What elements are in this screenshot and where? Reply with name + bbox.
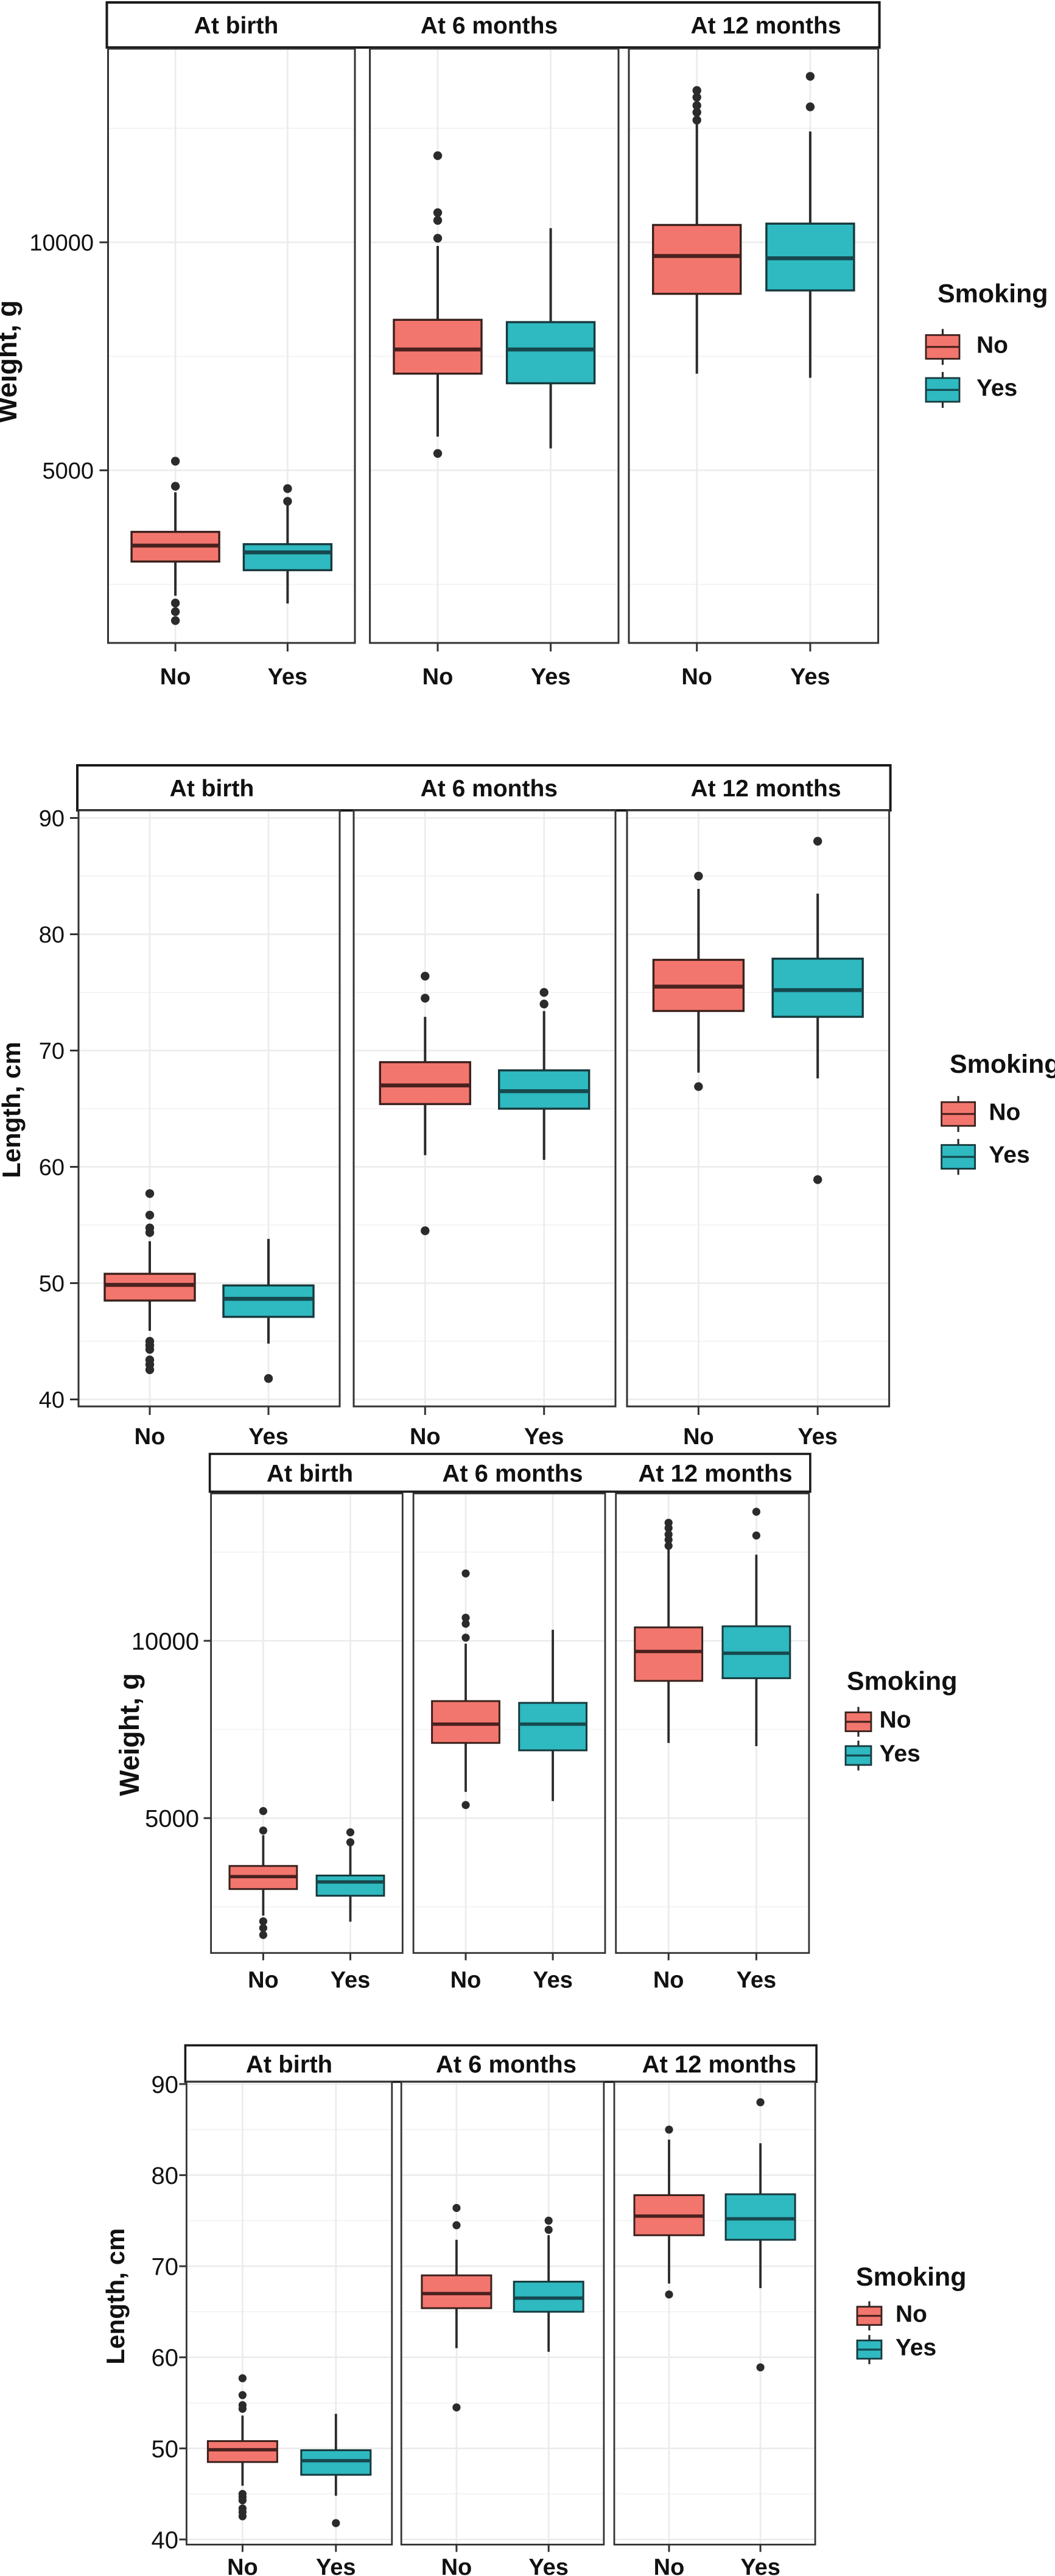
svg-text:No: No bbox=[441, 2555, 472, 2576]
svg-text:Smoking: Smoking bbox=[938, 279, 1048, 309]
svg-text:No: No bbox=[976, 332, 1008, 358]
svg-text:No: No bbox=[135, 1424, 166, 1450]
svg-text:No: No bbox=[248, 1968, 279, 1993]
svg-text:Yes: Yes bbox=[531, 664, 571, 690]
svg-text:No: No bbox=[422, 664, 454, 690]
svg-text:No: No bbox=[681, 664, 712, 690]
svg-text:No: No bbox=[450, 1968, 482, 1993]
svg-text:At 12 months: At 12 months bbox=[690, 776, 841, 802]
svg-text:Yes: Yes bbox=[528, 2555, 569, 2576]
svg-text:Weight, g: Weight, g bbox=[114, 1673, 145, 1796]
svg-text:At 12 months: At 12 months bbox=[638, 1460, 792, 1487]
svg-text:5000: 5000 bbox=[42, 458, 94, 484]
svg-text:70: 70 bbox=[39, 1039, 65, 1064]
svg-text:At birth: At birth bbox=[267, 1460, 353, 1487]
svg-text:Length, cm: Length, cm bbox=[101, 2228, 130, 2365]
svg-text:No: No bbox=[227, 2555, 258, 2576]
svg-text:No: No bbox=[654, 2555, 685, 2576]
svg-text:60: 60 bbox=[152, 2345, 179, 2371]
svg-text:Smoking: Smoking bbox=[950, 1050, 1055, 1079]
svg-text:At 6 months: At 6 months bbox=[442, 1460, 583, 1487]
svg-text:Yes: Yes bbox=[976, 375, 1017, 401]
svg-text:Yes: Yes bbox=[896, 2335, 936, 2361]
svg-text:At birth: At birth bbox=[170, 776, 254, 802]
svg-text:No: No bbox=[989, 1099, 1020, 1125]
svg-text:90: 90 bbox=[39, 806, 65, 832]
svg-text:Yes: Yes bbox=[533, 1968, 573, 1993]
svg-text:No: No bbox=[683, 1424, 714, 1450]
svg-text:Yes: Yes bbox=[740, 2555, 780, 2576]
svg-text:80: 80 bbox=[39, 922, 65, 948]
svg-text:Yes: Yes bbox=[316, 2555, 356, 2576]
svg-text:80: 80 bbox=[152, 2163, 179, 2189]
svg-text:Yes: Yes bbox=[331, 1968, 371, 1993]
svg-text:No: No bbox=[410, 1424, 441, 1450]
svg-text:Yes: Yes bbox=[524, 1424, 564, 1450]
svg-text:No: No bbox=[880, 1707, 911, 1733]
svg-text:10000: 10000 bbox=[29, 231, 94, 256]
svg-text:Length, cm: Length, cm bbox=[0, 1042, 26, 1178]
svg-text:No: No bbox=[896, 2301, 927, 2327]
svg-text:10000: 10000 bbox=[131, 1628, 199, 1655]
svg-text:No: No bbox=[653, 1968, 684, 1993]
svg-text:Weight, g: Weight, g bbox=[0, 300, 23, 423]
svg-text:Yes: Yes bbox=[989, 1142, 1029, 1168]
svg-text:Yes: Yes bbox=[737, 1968, 777, 1993]
svg-text:At birth: At birth bbox=[246, 2051, 332, 2078]
svg-text:40: 40 bbox=[152, 2527, 179, 2553]
svg-text:At 6 months: At 6 months bbox=[421, 776, 558, 802]
svg-text:At 6 months: At 6 months bbox=[421, 13, 558, 39]
svg-text:Yes: Yes bbox=[248, 1424, 289, 1450]
svg-text:At birth: At birth bbox=[194, 13, 279, 39]
svg-text:At 12 months: At 12 months bbox=[642, 2051, 796, 2078]
svg-text:40: 40 bbox=[39, 1388, 65, 1413]
svg-text:Smoking: Smoking bbox=[856, 2262, 967, 2292]
svg-text:At 6 months: At 6 months bbox=[436, 2051, 577, 2078]
svg-text:60: 60 bbox=[39, 1155, 65, 1181]
svg-text:Yes: Yes bbox=[790, 664, 830, 690]
svg-text:70: 70 bbox=[152, 2254, 179, 2281]
svg-text:No: No bbox=[160, 664, 191, 690]
svg-text:At 12 months: At 12 months bbox=[690, 13, 841, 39]
svg-text:Yes: Yes bbox=[880, 1741, 920, 1767]
svg-text:5000: 5000 bbox=[145, 1806, 199, 1833]
svg-text:Yes: Yes bbox=[268, 664, 308, 690]
svg-text:Yes: Yes bbox=[797, 1424, 838, 1450]
svg-text:50: 50 bbox=[39, 1271, 65, 1297]
svg-text:90: 90 bbox=[152, 2071, 179, 2098]
svg-text:Smoking: Smoking bbox=[847, 1666, 958, 1696]
svg-text:50: 50 bbox=[152, 2436, 179, 2463]
